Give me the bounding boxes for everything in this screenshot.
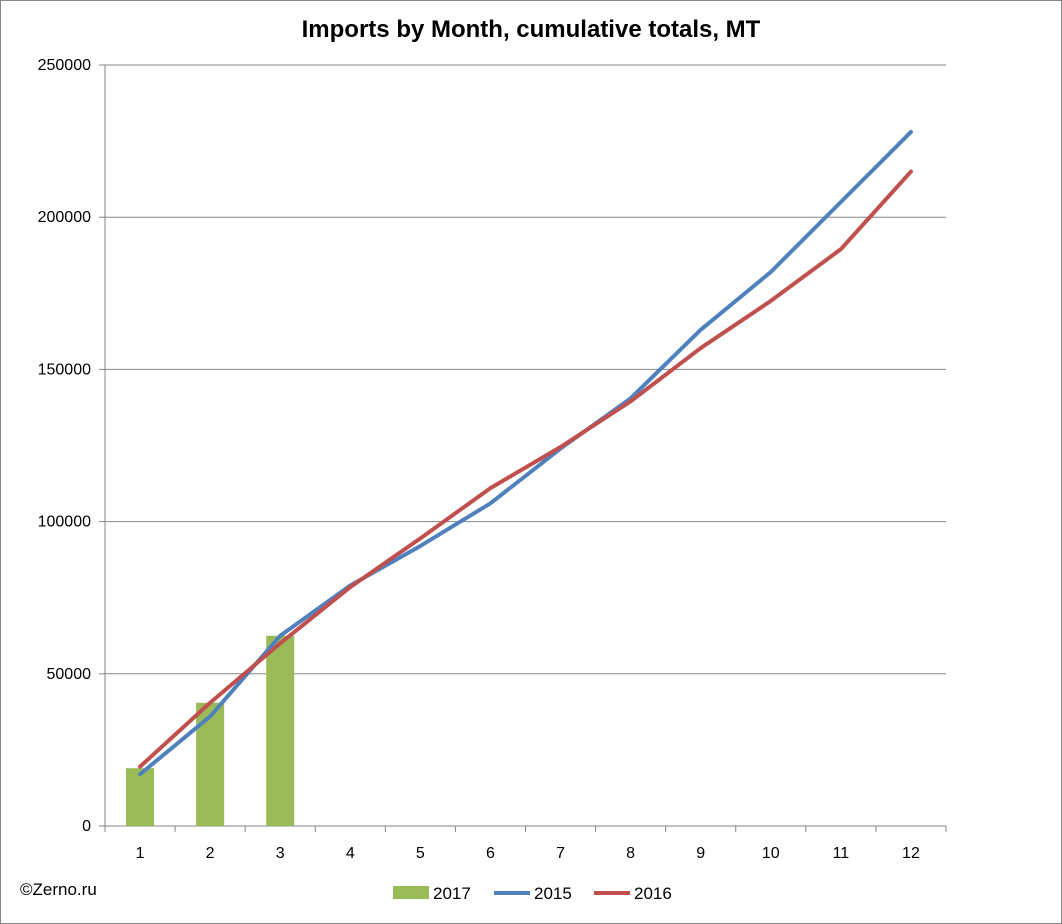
y-tick-label: 150000 (38, 361, 91, 378)
copyright-label: ©Zerno.ru (20, 880, 97, 899)
x-tick-label: 5 (416, 845, 425, 862)
line-series-2016 (138, 169, 913, 769)
bar-2017 (266, 635, 295, 826)
y-tick-label: 200000 (38, 209, 91, 226)
legend-label-2016: 2016 (634, 884, 672, 903)
x-tick-label: 8 (626, 845, 635, 862)
line-series-2015 (138, 129, 913, 777)
chart-title: Imports by Month, cumulative totals, MT (301, 16, 761, 43)
x-tick-label: 12 (902, 845, 920, 862)
y-tick-label: 100000 (38, 514, 91, 531)
x-tick-label: 9 (696, 845, 705, 862)
y-tick-label: 250000 (38, 57, 91, 74)
y-tick-label: 50000 (47, 666, 92, 683)
x-tick-label: 11 (833, 845, 850, 862)
x-tick-label: 10 (762, 845, 780, 862)
x-tick-label: 4 (346, 845, 355, 862)
y-tick-label: 0 (82, 818, 91, 835)
bar-2017 (196, 702, 225, 826)
legend-swatch-2017 (393, 886, 429, 899)
bar-2017 (126, 768, 155, 826)
legend-label-2015: 2015 (534, 884, 572, 903)
legend-label-2017: 2017 (433, 884, 471, 903)
x-tick-label: 2 (206, 845, 215, 862)
x-tick-label: 1 (136, 845, 145, 862)
x-tick-label: 3 (276, 845, 285, 862)
x-tick-label: 7 (556, 845, 565, 862)
x-tick-label: 6 (486, 845, 495, 862)
